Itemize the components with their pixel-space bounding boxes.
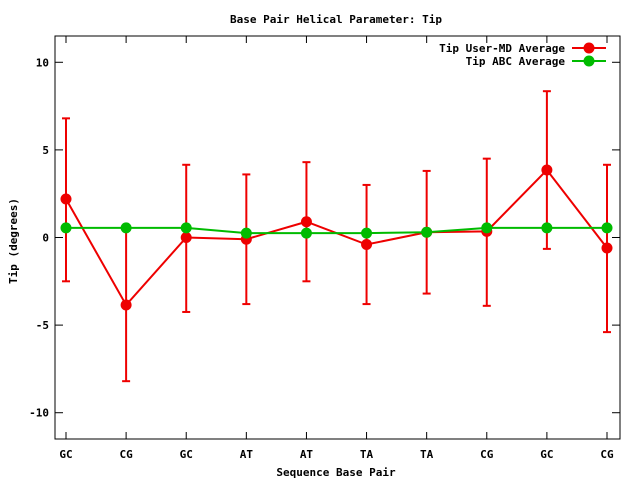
y-tick-label: -5 xyxy=(36,319,49,332)
y-tick-label: -10 xyxy=(29,407,49,420)
data-point xyxy=(180,232,192,243)
legend-label: Tip ABC Average xyxy=(466,55,566,68)
data-point xyxy=(180,222,192,234)
x-tick-label: GC xyxy=(180,448,193,461)
x-tick-label: GC xyxy=(59,448,72,461)
data-point xyxy=(361,239,373,251)
data-point xyxy=(481,222,493,234)
data-point xyxy=(361,227,373,239)
y-tick-label: 5 xyxy=(42,144,49,157)
y-tick-label: 0 xyxy=(42,232,49,245)
x-axis-label: Sequence Base Pair xyxy=(276,466,396,479)
series-layer xyxy=(60,90,613,383)
data-point xyxy=(60,222,72,234)
series-line xyxy=(66,226,607,235)
data-point xyxy=(60,193,72,205)
data-point xyxy=(541,222,553,234)
x-tick-label: AT xyxy=(300,448,314,461)
x-tick-label: AT xyxy=(240,448,254,461)
data-point xyxy=(120,299,132,311)
data-point xyxy=(240,227,252,239)
chart-title: Base Pair Helical Parameter: Tip xyxy=(230,13,442,26)
legend-marker xyxy=(583,55,595,67)
y-axis-label: Tip (degrees) xyxy=(7,198,20,284)
x-tick-label: CG xyxy=(119,448,133,461)
series-2 xyxy=(60,222,613,239)
x-axis: GC CG GC AT AT TA TA CG GC CG xyxy=(59,36,614,461)
y-tick-label: 10 xyxy=(36,56,49,69)
data-point xyxy=(421,226,433,238)
x-tick-label: CG xyxy=(600,448,614,461)
data-point xyxy=(541,164,553,176)
data-point xyxy=(300,227,312,239)
data-point xyxy=(601,242,613,254)
legend-label: Tip User-MD Average xyxy=(439,42,565,55)
data-point xyxy=(300,216,312,228)
legend-marker xyxy=(583,42,595,54)
x-tick-label: TA xyxy=(360,448,374,461)
data-point xyxy=(601,222,613,234)
x-tick-label: CG xyxy=(480,448,494,461)
data-point xyxy=(120,222,132,234)
x-tick-label: TA xyxy=(420,448,434,461)
x-tick-label: GC xyxy=(540,448,553,461)
y-axis: -10 -5 0 5 10 xyxy=(29,56,620,420)
